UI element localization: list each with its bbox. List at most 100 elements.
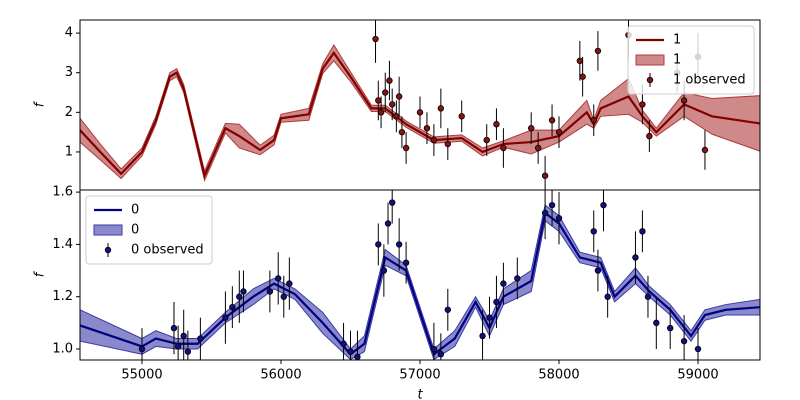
observed-point [416, 109, 424, 116]
legend-label: 1 [673, 33, 681, 48]
observed-point [437, 351, 445, 358]
y-tick-label: 1.2 [52, 289, 73, 304]
model-line [80, 50, 760, 180]
y-tick-label: 1 [65, 144, 73, 159]
y-axis-label: f [33, 100, 48, 107]
x-tick-label: 57000 [399, 368, 440, 383]
y-tick-label: 2 [65, 105, 73, 120]
observed-point [229, 303, 236, 311]
observed-point [646, 132, 653, 140]
observed-point [483, 136, 490, 144]
legend-label: 1 [673, 53, 681, 68]
observed-point [493, 298, 500, 306]
observed-point [534, 144, 542, 152]
observed-point [184, 348, 192, 355]
observed-point [395, 241, 403, 248]
observed-point [541, 172, 549, 179]
observed-point [694, 345, 702, 353]
observed-point [486, 314, 493, 321]
observed-point [555, 215, 563, 222]
y-tick-label: 4 [65, 26, 73, 41]
observed-point [384, 220, 392, 227]
observed-point [528, 124, 535, 132]
legend: 1 1 1 observed [627, 25, 755, 95]
model-line [80, 211, 760, 357]
observed-point [667, 324, 674, 332]
x-tick-label: 58000 [538, 368, 579, 383]
x-tick-label: 55000 [121, 368, 162, 383]
observed-point [600, 201, 607, 209]
y-tick-label: 1.6 [52, 185, 73, 200]
observed-point [632, 254, 639, 261]
observed-point [639, 101, 646, 108]
observed-point [236, 293, 243, 300]
observed-point [280, 293, 287, 300]
observed-point [402, 259, 410, 266]
confidence-band [80, 43, 760, 183]
observed-point [395, 93, 403, 100]
legend-box [627, 25, 755, 95]
observed-point [174, 343, 182, 350]
observed-point [388, 101, 396, 108]
observed-point [576, 57, 584, 65]
observed-point [180, 332, 187, 340]
legend-swatch [635, 54, 665, 66]
observed-point [604, 293, 611, 300]
y-tick-label: 3 [65, 65, 73, 80]
observed-point [500, 280, 507, 287]
observed-point [458, 113, 465, 120]
observed-point [594, 47, 602, 55]
observed-point [386, 77, 393, 84]
observed-point [170, 324, 178, 332]
observed-point [555, 128, 563, 136]
observed-point [644, 293, 652, 300]
observed-point [275, 275, 282, 282]
observed-point [548, 117, 556, 124]
legend-label: 0 observed [131, 243, 204, 258]
observed-point [347, 348, 354, 355]
observed-point [375, 241, 382, 248]
observed-point [340, 340, 347, 347]
observed-point [423, 124, 431, 132]
observed-point [701, 146, 709, 154]
observed-point [514, 275, 521, 282]
legend-swatch [646, 76, 654, 84]
observed-point [372, 35, 379, 43]
legend-label: 0 [131, 203, 139, 218]
observed-point [594, 267, 602, 274]
observed-point [479, 332, 486, 340]
observed-point [266, 288, 274, 295]
observed-point [444, 140, 452, 148]
observed-point [500, 144, 507, 152]
observed-point [388, 199, 396, 206]
observed-point [222, 314, 229, 321]
observed-point [579, 73, 586, 80]
observed-point [493, 121, 500, 128]
observed-point [398, 128, 406, 136]
legend-swatch [104, 246, 112, 254]
observed-point [590, 228, 597, 235]
observed-point [541, 209, 549, 217]
observed-point [377, 109, 385, 116]
observed-point [444, 306, 452, 313]
legend-box [85, 195, 213, 265]
x-tick-label: 59000 [677, 368, 718, 383]
observed-point [680, 97, 688, 104]
observed-point [382, 89, 389, 96]
x-tick-label: 56000 [260, 368, 301, 383]
legend-swatch [93, 224, 123, 236]
observed-point [138, 345, 146, 353]
observed-point [639, 228, 646, 235]
legend-label: 0 [131, 223, 139, 238]
observed-point [430, 136, 438, 144]
observed-point [380, 267, 388, 274]
observed-point [240, 288, 247, 295]
observed-point [375, 97, 382, 104]
observed-point [653, 319, 660, 327]
plot-area [80, 190, 760, 360]
y-axis-label: f [33, 270, 48, 277]
y-tick-label: 1.0 [52, 342, 73, 357]
legend: 0 0 0 observed [85, 195, 213, 265]
observed-point [430, 345, 438, 353]
